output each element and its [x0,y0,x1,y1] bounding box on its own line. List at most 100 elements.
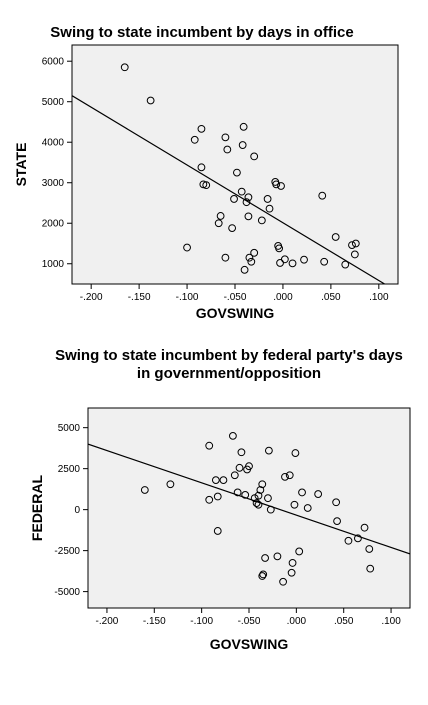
data-point [332,498,341,507]
data-point [275,244,284,253]
data-point [197,124,206,133]
data-point [197,163,206,172]
x-tick-label: .000 [287,616,307,627]
y-tick-label: 2500 [58,464,81,475]
data-point [237,187,246,196]
x-tick-label: -.100 [176,292,199,303]
data-point [240,265,249,274]
y-tick-label: 5000 [42,97,65,108]
data-point [290,500,299,509]
data-point [190,135,199,144]
y-tick-label: 0 [74,505,80,516]
y-axis-label: FEDERAL [29,475,45,542]
data-point [183,243,191,252]
data-point [256,486,265,494]
data-point [230,471,239,480]
chart-state: Swing to state incumbent by days in offi… [13,24,399,321]
data-point [273,552,282,561]
data-point [223,145,232,154]
x-tick-label: .100 [381,616,401,627]
data-point [350,250,359,259]
data-point [230,195,238,203]
y-axis-label: STATE [13,143,29,187]
x-tick-label: -.200 [80,292,103,303]
data-point [237,448,246,457]
data-point [264,494,272,503]
plot-area [71,44,399,285]
data-point [213,492,222,501]
data-point [272,180,281,189]
data-point [216,212,225,220]
x-tick-label: -.050 [238,616,261,627]
data-point [235,463,244,472]
y-tick-label: 1000 [42,259,65,270]
data-point [341,260,350,269]
data-point [266,505,275,514]
data-point [233,168,241,177]
data-point [365,545,374,553]
data-point [264,446,273,455]
data-point [261,554,270,562]
data-point [257,216,266,225]
data-point [245,253,254,262]
y-tick-label: 5000 [58,423,81,434]
data-point [239,122,248,131]
y-tick-label: 2000 [42,219,65,230]
data-point [242,198,251,207]
data-point [146,96,155,105]
data-point [250,248,259,257]
data-point [333,517,341,526]
plot-marks [72,63,386,284]
data-point [298,488,306,497]
data-point [252,499,261,507]
data-point [254,500,263,509]
x-tick-label: -.200 [96,616,119,627]
x-axis-label: GOVSWING [210,636,289,652]
x-tick-label: .000 [273,292,293,303]
x-tick-label: -.100 [190,616,213,627]
y-tick-label: -2500 [54,546,80,557]
data-point [351,239,360,248]
data-point [348,241,356,250]
data-point [277,182,285,190]
y-tick-label: -5000 [54,587,80,598]
data-point [250,494,259,503]
chart-title-line-1: Swing to state incumbent by federal part… [55,347,403,364]
data-point [263,195,272,203]
data-point [250,152,259,161]
data-point [120,63,129,72]
data-point [366,564,375,573]
data-point [219,476,228,485]
x-tick-label: -.150 [128,292,151,303]
data-point [213,527,222,535]
data-point [314,490,323,498]
chart-federal: Swing to state incumbent by federal part… [29,347,411,652]
data-point [258,572,267,580]
data-point [247,257,256,266]
data-point [229,431,237,440]
x-tick-label: .100 [369,292,389,303]
y-tick-label: 6000 [42,57,65,68]
data-point [228,224,237,232]
data-point [254,491,263,500]
fit-line [72,95,386,284]
data-point [238,141,247,149]
data-point [288,559,297,567]
data-point [259,570,268,579]
data-point [295,547,304,556]
plot-area [87,407,411,609]
x-tick-label: .050 [334,616,354,627]
chart-title-line-2: in government/opposition [137,365,321,382]
data-point [291,449,300,457]
y-tick-label: 4000 [42,138,65,149]
data-point [244,193,253,202]
data-point [166,480,175,489]
chart-title: Swing to state incumbent by days in offi… [50,24,353,41]
data-point [280,255,289,264]
data-point [221,133,230,142]
data-point [354,534,362,543]
plot-marks [88,431,410,586]
x-tick-label: -.150 [143,616,166,627]
data-point [211,476,220,485]
